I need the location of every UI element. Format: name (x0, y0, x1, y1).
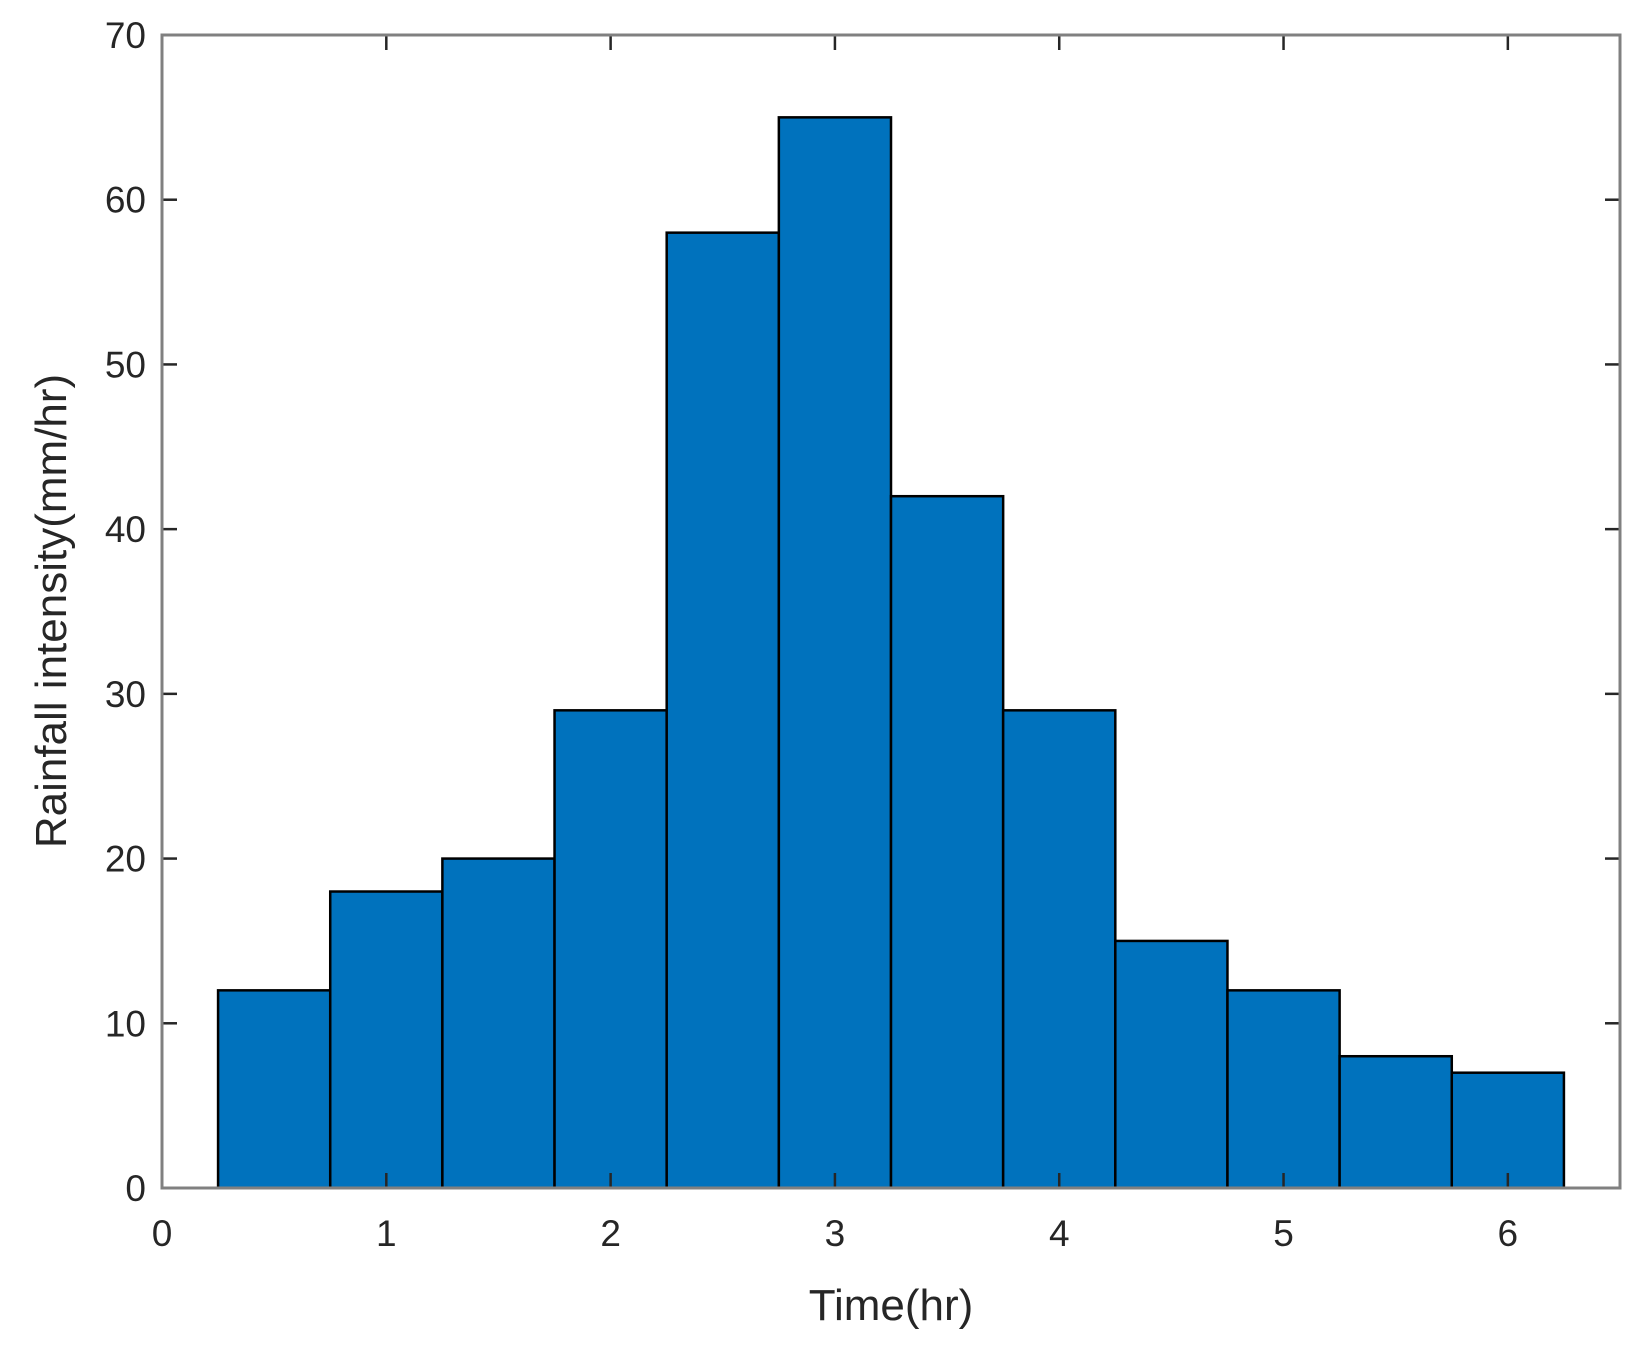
bars (216, 116, 1566, 1190)
x-axis-label: Time(hr) (809, 1281, 974, 1330)
y-axis-label: Rainfall intensity(mm/hr) (27, 374, 76, 848)
x-tick-label: 4 (1049, 1213, 1070, 1254)
bar (1114, 939, 1229, 1190)
bar (1001, 709, 1117, 1190)
bar (665, 231, 781, 1190)
bar (1338, 1054, 1454, 1190)
x-tick-labels: 0 1 2 3 4 5 6 (152, 1213, 1518, 1254)
bar (553, 709, 668, 1190)
y-tick-label: 50 (105, 344, 146, 385)
y-tick-label: 20 (105, 839, 146, 880)
x-tick-label: 5 (1273, 1213, 1294, 1254)
bar (328, 890, 444, 1190)
y-tick-label: 10 (105, 1003, 146, 1044)
bar (889, 494, 1005, 1190)
axes-box (160, 33, 1622, 1190)
y-tick-label: 0 (125, 1168, 146, 1209)
y-tick-labels: 0 10 20 30 40 50 60 70 (105, 15, 146, 1209)
bar (777, 116, 893, 1190)
x-tick-label: 2 (600, 1213, 621, 1254)
y-tick-label: 70 (105, 15, 146, 56)
x-tick-label: 1 (376, 1213, 397, 1254)
x-tick-label: 0 (152, 1213, 173, 1254)
bar (1450, 1071, 1566, 1190)
y-tick-label: 40 (105, 509, 146, 550)
bar (441, 857, 556, 1190)
y-tick-label: 30 (105, 674, 146, 715)
bar (1226, 989, 1341, 1190)
y-tick-label: 60 (105, 180, 146, 221)
bar (216, 989, 332, 1190)
x-tick-label: 3 (825, 1213, 846, 1254)
x-tick-label: 6 (1498, 1213, 1519, 1254)
